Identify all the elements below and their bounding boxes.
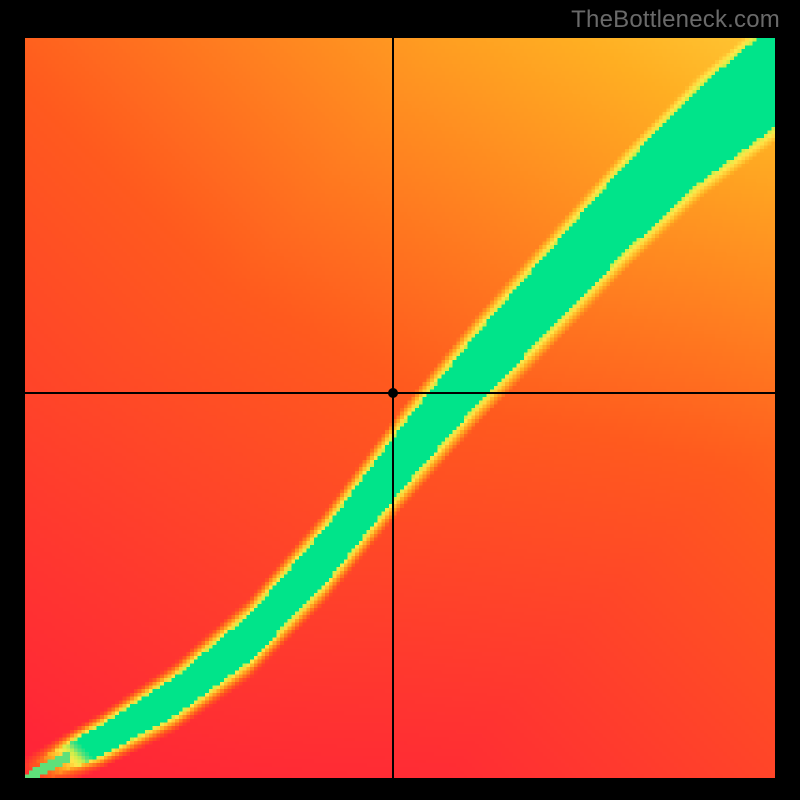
crosshair-horizontal <box>25 392 775 394</box>
watermark-text: TheBottleneck.com <box>571 6 780 34</box>
plot-area <box>25 38 775 778</box>
crosshair-marker-dot <box>388 388 398 398</box>
stage: TheBottleneck.com <box>0 0 800 800</box>
heatmap-canvas <box>25 38 775 778</box>
crosshair-vertical <box>392 38 394 778</box>
